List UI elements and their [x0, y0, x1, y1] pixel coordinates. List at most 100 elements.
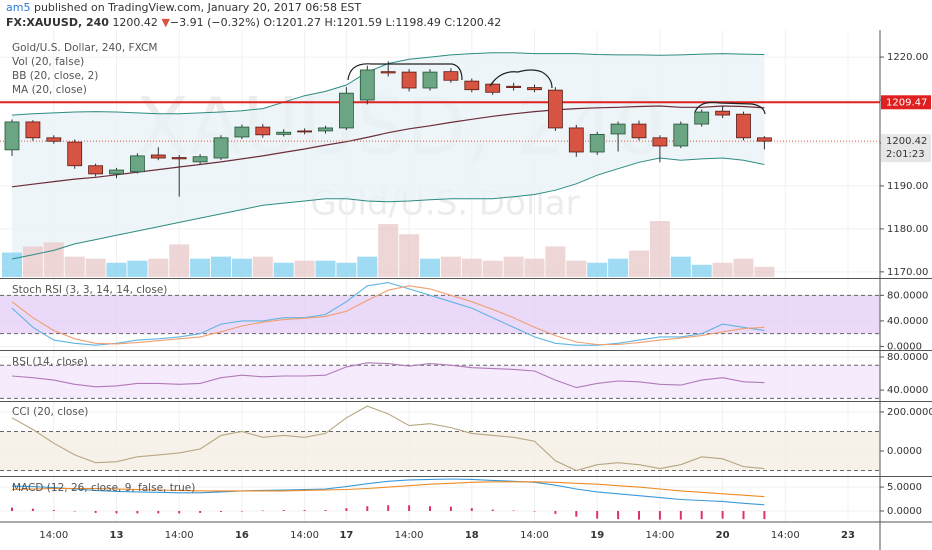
candle-body — [109, 169, 124, 175]
volume-bar — [608, 258, 629, 277]
histogram-bar — [429, 506, 431, 511]
histogram-bar — [512, 510, 515, 512]
y-tick-label: 0.0000 — [887, 446, 922, 457]
histogram-bar — [366, 506, 369, 511]
histogram-bar — [240, 511, 243, 512]
candle-body — [422, 71, 438, 89]
symbol: FX:XAUUSD, 240 — [6, 16, 109, 29]
histogram-bar — [449, 506, 452, 511]
candle-body — [255, 126, 271, 136]
histogram-bar — [554, 511, 557, 514]
histogram-bar — [533, 511, 536, 512]
volume-bar — [22, 246, 43, 277]
histogram-bar — [11, 507, 13, 511]
candle-body — [171, 157, 187, 160]
histogram-bar — [136, 511, 139, 514]
indicator-line — [11, 481, 765, 498]
volume-bar — [545, 246, 566, 277]
candle-body — [443, 71, 459, 81]
volume-bar — [733, 258, 754, 277]
ohlc-low: L:1198.49 — [386, 16, 441, 29]
volume-bar — [43, 242, 64, 277]
candle-body — [338, 92, 354, 129]
candle-body — [67, 141, 83, 167]
last: 1200.42 — [112, 16, 158, 29]
histogram-bar — [721, 511, 724, 519]
volume-bar — [127, 260, 148, 277]
y-tick-label: 80.0000 — [887, 290, 928, 301]
x-tick-label: 14:00 — [645, 530, 674, 541]
histogram-bar — [282, 510, 285, 511]
candle-body — [631, 123, 647, 139]
candle-body — [715, 110, 730, 116]
volume-bar — [357, 256, 378, 277]
y-tick-label: 0.0000 — [887, 341, 922, 352]
histogram-bar — [617, 511, 620, 520]
volume-bar — [754, 266, 775, 277]
bollinger-fill — [12, 52, 765, 259]
candle-body — [610, 123, 626, 135]
published: published on TradingView.com, January 20… — [34, 1, 361, 14]
ohlc-open: O:1201.27 — [263, 16, 321, 29]
histogram-bar — [408, 505, 411, 511]
volume-bar — [461, 258, 482, 277]
histogram-bar — [303, 510, 306, 511]
volume-bar — [587, 262, 608, 277]
y-tick-label: 40.0000 — [887, 316, 928, 327]
candle-body — [589, 133, 605, 153]
y-tick-label: 1190.00 — [887, 181, 928, 192]
volume-bar — [190, 258, 211, 277]
y-tick-label: 40.0000 — [887, 385, 928, 396]
indicator-line — [11, 285, 765, 346]
hline-tag-label: 1209.47 — [886, 97, 927, 108]
candle-body — [213, 137, 229, 159]
legend-entry: MA (20, close) — [12, 84, 87, 96]
volume-bar — [85, 258, 106, 277]
histogram-bar — [73, 511, 76, 512]
x-tick-label: 17 — [339, 530, 353, 541]
candle-body — [464, 80, 480, 91]
volume-bar — [294, 260, 315, 277]
volume-bar — [273, 262, 294, 277]
pane-title: MACD (12, 26, close, 9, false, true) — [12, 482, 195, 494]
histogram-bar — [387, 505, 390, 511]
candle-body — [506, 85, 522, 88]
histogram-bar — [220, 511, 222, 512]
volume-bar — [106, 262, 127, 277]
histogram-bar — [178, 511, 181, 514]
volume-bar — [378, 224, 399, 277]
candle-body — [25, 121, 41, 139]
author[interactable]: am5 — [6, 1, 30, 14]
volume-bar — [420, 258, 440, 277]
pane-title: Gold/U.S. Dollar, 240, FXCM — [12, 42, 157, 54]
histogram-bar — [157, 511, 160, 514]
candle-body — [652, 137, 668, 147]
histogram-bar — [345, 508, 348, 511]
x-tick-label: 14:00 — [165, 530, 194, 541]
pane-title: CCI (20, close) — [12, 406, 88, 418]
histogram-bar — [52, 510, 55, 511]
volume-bar — [211, 256, 231, 277]
indicator-line — [11, 282, 765, 346]
y-tick-label: 1180.00 — [887, 224, 928, 235]
candle-body — [318, 127, 333, 132]
pane-title: RSI (14, close) — [12, 356, 88, 368]
x-tick-label: 23 — [841, 530, 855, 541]
histogram-bar — [575, 511, 578, 517]
back-layer: XAUUSD, 240Gold/U.S. Dollar — [0, 30, 880, 522]
volume-bar — [691, 264, 712, 277]
x-tick-label: 13 — [110, 530, 124, 541]
candle-body — [276, 131, 292, 135]
volume-bar — [64, 256, 85, 277]
candle-body — [736, 113, 751, 139]
candle-body — [568, 127, 584, 153]
candle-body — [694, 111, 710, 125]
legend-entry: Vol (20, false) — [12, 56, 84, 68]
candle-body — [359, 69, 375, 101]
candle-body — [757, 137, 772, 142]
candle-body — [297, 130, 313, 133]
histogram-bar — [324, 510, 327, 511]
y-tick-label: 1170.00 — [887, 267, 928, 278]
y-tick-label: 1220.00 — [887, 52, 928, 63]
volume-bar — [524, 258, 545, 277]
